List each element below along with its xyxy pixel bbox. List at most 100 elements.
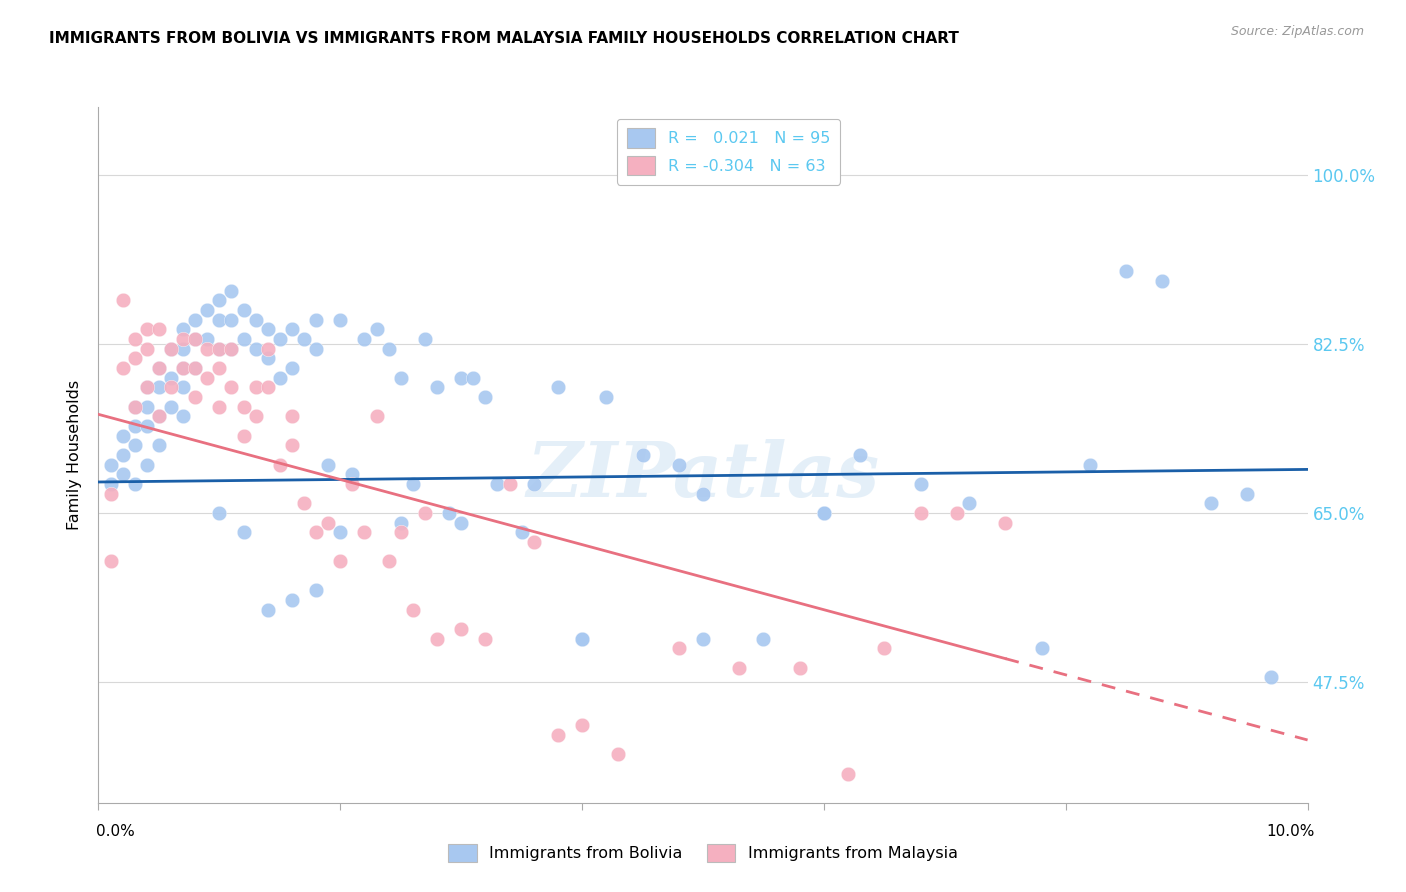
Point (160, 370, 183, 384)
Point (100, 486, 122, 500)
Point (160, 342, 183, 356)
Point (389, 370, 412, 384)
Point (377, 554, 399, 568)
Point (256, 342, 278, 356)
Point (523, 535, 546, 549)
Point (813, 506, 835, 520)
Point (498, 476, 520, 491)
Point (571, 632, 593, 646)
Point (172, 332, 194, 346)
Point (100, 458, 122, 472)
Point (172, 361, 194, 376)
Point (437, 506, 460, 520)
Point (135, 400, 157, 414)
Text: 0.0%: 0.0% (96, 824, 135, 838)
Point (910, 476, 932, 491)
Point (208, 400, 231, 414)
Point (232, 525, 254, 540)
Point (245, 312, 267, 326)
Point (135, 419, 157, 434)
Point (135, 458, 157, 472)
Point (148, 361, 170, 376)
Point (281, 592, 304, 607)
Point (571, 632, 593, 646)
Point (124, 332, 146, 346)
Point (232, 400, 254, 414)
Point (668, 641, 690, 656)
Point (692, 486, 714, 500)
Point (547, 380, 569, 394)
Point (474, 390, 496, 404)
Point (849, 448, 872, 462)
Point (1260, 670, 1282, 684)
Point (111, 361, 134, 376)
Point (232, 428, 254, 442)
Point (195, 342, 218, 356)
Point (305, 342, 328, 356)
Point (208, 342, 231, 356)
Point (160, 342, 183, 356)
Point (281, 322, 304, 336)
Point (135, 380, 157, 394)
Point (413, 506, 436, 520)
Point (195, 370, 218, 384)
Point (450, 370, 472, 384)
Point (172, 342, 194, 356)
Point (486, 476, 509, 491)
Point (148, 409, 170, 424)
Point (269, 332, 291, 346)
Point (256, 380, 278, 394)
Point (389, 516, 412, 530)
Point (316, 516, 339, 530)
Point (221, 380, 243, 394)
Point (813, 506, 835, 520)
Point (426, 380, 449, 394)
Point (305, 525, 328, 540)
Point (366, 322, 388, 336)
Point (221, 342, 243, 356)
Point (208, 361, 231, 376)
Point (329, 525, 352, 540)
Point (221, 312, 243, 326)
Point (957, 496, 980, 510)
Text: 10.0%: 10.0% (1267, 824, 1315, 838)
Point (124, 400, 146, 414)
Point (221, 342, 243, 356)
Point (111, 467, 134, 482)
Point (111, 293, 134, 308)
Point (160, 380, 183, 394)
Point (160, 400, 183, 414)
Point (607, 747, 630, 762)
Point (256, 602, 278, 616)
Point (124, 351, 146, 366)
Point (1236, 486, 1258, 500)
Point (426, 632, 449, 646)
Point (135, 380, 157, 394)
Point (221, 284, 243, 298)
Legend: R =   0.021   N = 95, R = -0.304   N = 63: R = 0.021 N = 95, R = -0.304 N = 63 (617, 119, 841, 185)
Point (1152, 274, 1174, 288)
Point (547, 728, 569, 742)
Point (184, 361, 207, 376)
Point (148, 409, 170, 424)
Point (245, 409, 267, 424)
Point (523, 476, 546, 491)
Point (692, 632, 714, 646)
Point (184, 312, 207, 326)
Point (208, 506, 231, 520)
Point (342, 467, 364, 482)
Point (316, 458, 339, 472)
Point (111, 428, 134, 442)
Point (232, 332, 254, 346)
Point (353, 332, 375, 346)
Point (184, 332, 207, 346)
Legend: Immigrants from Bolivia, Immigrants from Malaysia: Immigrants from Bolivia, Immigrants from… (441, 838, 965, 868)
Point (402, 476, 425, 491)
Point (1199, 496, 1222, 510)
Point (100, 554, 122, 568)
Point (172, 322, 194, 336)
Point (124, 419, 146, 434)
Point (256, 322, 278, 336)
Point (195, 303, 218, 318)
Point (353, 525, 375, 540)
